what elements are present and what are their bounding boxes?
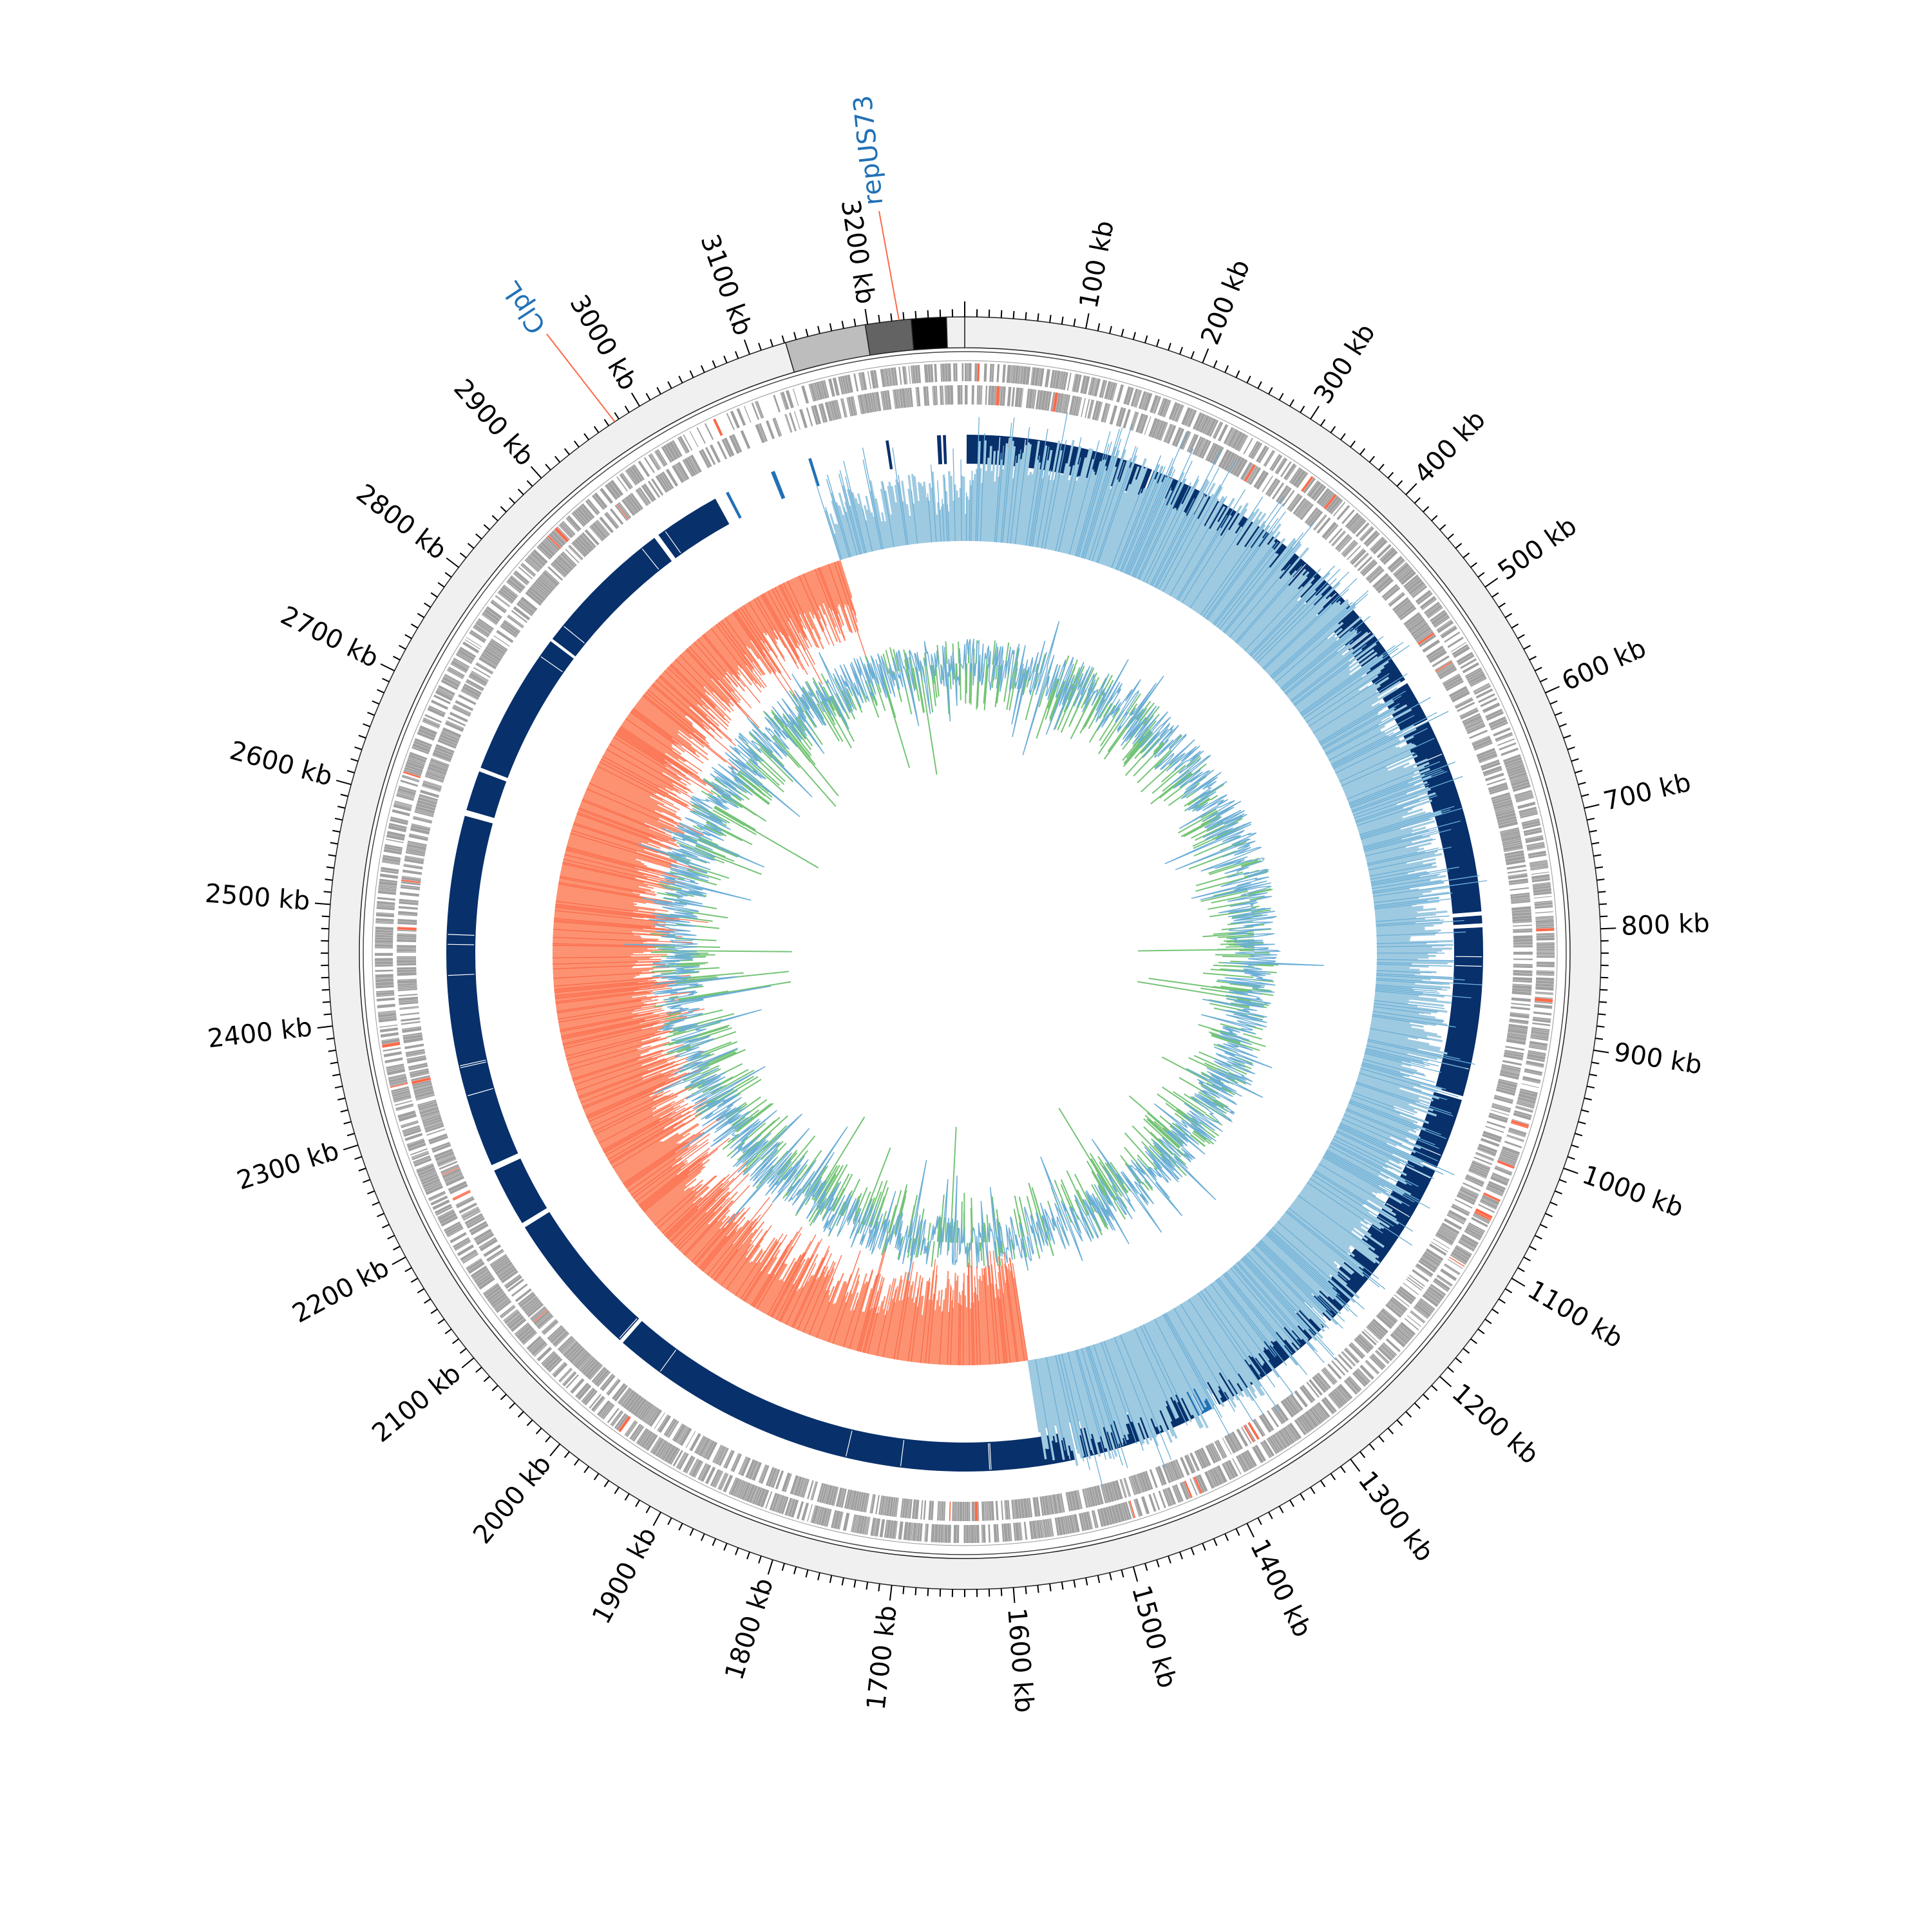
tick-label: 2600 kb (227, 735, 336, 792)
tick-label: 100 kb (1074, 218, 1120, 311)
tick-label: 600 kb (1558, 634, 1651, 697)
tick-label: 2000 kb (468, 1450, 557, 1549)
ideogram-inner-edge (363, 351, 1567, 1555)
ideogram-segment-3 (911, 316, 948, 351)
gc-skew-positive-area (824, 437, 1454, 1466)
ideogram-segment-1 (784, 324, 871, 373)
tick-label: 1800 kb (719, 1575, 779, 1683)
tick-label: 800 kb (1620, 909, 1710, 942)
tick-label: 700 kb (1601, 768, 1694, 817)
ideogram-segment-4 (945, 316, 965, 349)
tick-label: 2300 kb (233, 1136, 342, 1196)
tick-label: 3200 kb (835, 198, 880, 306)
tick-label: 3100 kb (694, 231, 757, 339)
tick-label: 1400 kb (1244, 1535, 1318, 1642)
tick-label: 900 kb (1612, 1037, 1704, 1080)
scale-ticks (314, 301, 1616, 1604)
gc-content-line (623, 621, 1324, 1281)
tick-label: 400 kb (1408, 405, 1492, 489)
highlighted-gene-labels: ClpL repUS73 (497, 94, 900, 422)
tick-label: 2400 kb (206, 1012, 314, 1054)
tick-label: 2700 kb (276, 601, 383, 674)
gene-pointer-line (546, 333, 616, 422)
tick-label: 1600 kb (1001, 1607, 1039, 1714)
ideogram-ring (328, 316, 1602, 1590)
tick-label: 1500 kb (1126, 1582, 1182, 1691)
gc-content-track (623, 621, 1324, 1281)
tick-label: 2500 kb (204, 878, 311, 916)
gc-skew-track (552, 412, 1488, 1486)
tick-label: 200 kb (1195, 256, 1256, 349)
tick-label: 1300 kb (1352, 1466, 1439, 1567)
tick-label: 1700 kb (861, 1604, 902, 1711)
scale-tick-marks (314, 301, 1616, 1604)
tick-label: 2200 kb (288, 1253, 394, 1329)
tick-label: 1000 kb (1578, 1160, 1687, 1223)
gc-skew-positive-peaks (814, 412, 1488, 1486)
tick-label: 500 kb (1493, 511, 1582, 587)
gene-label-repus73: repUS73 (848, 94, 889, 207)
tick-label: 1100 kb (1522, 1275, 1628, 1354)
tick-label: 300 kb (1308, 319, 1381, 410)
tick-label: 2800 kb (350, 478, 452, 565)
tick-label: 3000 kb (564, 290, 643, 395)
tick-label: 1900 kb (587, 1522, 663, 1629)
tick-label: 2900 kb (448, 374, 540, 471)
gene-label-clpl: ClpL (497, 276, 553, 339)
cds-track (372, 360, 1558, 1546)
gene-pointer-line (878, 211, 900, 321)
tick-label: 2100 kb (366, 1359, 466, 1448)
ideogram-segment-2 (864, 318, 914, 356)
gc-skew-negative-peaks (552, 561, 1028, 1366)
cds-outer-line (372, 360, 1558, 1546)
tick-label: 1200 kb (1446, 1378, 1544, 1470)
